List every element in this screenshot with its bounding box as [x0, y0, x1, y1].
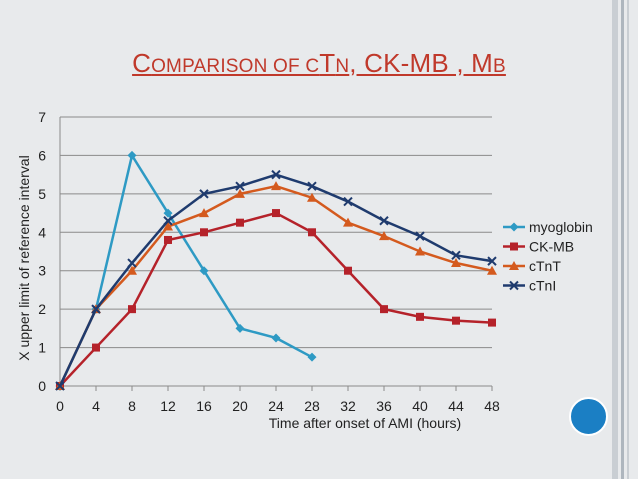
data-point-x: [127, 258, 137, 268]
data-point-diamond: [163, 208, 173, 218]
series-line-cTnI: [58, 173, 493, 387]
data-point-x: [199, 189, 209, 199]
legend-label: CK-MB: [529, 239, 574, 255]
data-point-x: [307, 181, 317, 191]
data-point-x: [55, 381, 65, 391]
x-tick-label: 0: [56, 398, 64, 414]
data-point-triangle: [379, 231, 389, 241]
decorative-circle: [569, 397, 608, 436]
data-point-triangle: [307, 192, 317, 202]
title-part-4: N: [335, 56, 350, 77]
data-point-diamond: [235, 323, 245, 333]
data-point-square: [236, 218, 244, 227]
y-tick-label: 4: [38, 224, 46, 240]
legend-label: myoglobin: [529, 219, 593, 235]
data-point-x: [509, 280, 519, 291]
x-tick-label: 48: [484, 398, 500, 414]
data-point-triangle: [127, 265, 137, 275]
title-part-2: OMPARISON OF C: [151, 56, 320, 77]
y-axis-label: X upper limit of reference interval: [16, 155, 32, 360]
x-axis-label: Time after onset of AMI (hours): [269, 415, 461, 431]
x-tick-label: 12: [160, 398, 176, 414]
data-point-diamond: [199, 266, 209, 276]
x-tick-label: 28: [304, 398, 320, 414]
series-group: [55, 150, 497, 391]
data-point-triangle: [235, 188, 245, 198]
legend-item-CK-MB: CK-MB: [503, 239, 574, 255]
data-point-x: [451, 250, 461, 261]
x-tick-label: 4: [92, 398, 100, 414]
title-part-6: B: [493, 56, 506, 77]
x-tick-label: 36: [376, 398, 392, 414]
data-point-diamond: [127, 150, 137, 160]
data-point-diamond: [271, 333, 281, 343]
x-tick-label: 16: [196, 398, 212, 414]
data-point-x: [163, 216, 173, 226]
data-point-triangle: [487, 265, 497, 275]
data-point-x: [379, 216, 389, 226]
decorative-bar: [621, 0, 624, 479]
x-tick-label: 8: [128, 398, 136, 414]
title-part-5: , CK-MB , M: [349, 48, 494, 78]
series-cTnI: [55, 169, 497, 391]
y-tick-label: 5: [38, 186, 46, 202]
data-point-x: [91, 304, 101, 314]
data-point-square: [344, 266, 352, 275]
data-point-x: [487, 256, 497, 266]
data-point-diamond: [307, 352, 317, 362]
y-tick-label: 7: [38, 109, 46, 125]
data-point-triangle: [415, 246, 425, 256]
data-point-square: [164, 235, 172, 244]
legend-label: cTnT: [529, 258, 561, 274]
data-point-x: [235, 181, 245, 191]
series-CK-MB: [56, 209, 496, 390]
data-point-triangle: [199, 208, 209, 218]
data-point-square: [200, 228, 208, 237]
decorative-bar: [627, 0, 629, 479]
legend-item-myoglobin: myoglobin: [503, 219, 593, 235]
y-tick-label: 3: [38, 263, 46, 279]
data-point-x: [415, 231, 425, 241]
data-point-triangle: [271, 181, 281, 191]
x-tick-label: 24: [268, 398, 284, 414]
legend-item-cTnT: cTnT: [503, 258, 561, 274]
data-point-diamond: [509, 222, 519, 232]
legend-label: cTnI: [529, 278, 556, 294]
data-point-square: [416, 312, 424, 321]
x-tick-label: 40: [412, 398, 428, 414]
data-point-square: [488, 318, 496, 327]
gridlines: [60, 116, 492, 349]
data-point-triangle: [509, 261, 519, 270]
data-point-x: [271, 169, 281, 180]
data-point-square: [452, 316, 460, 325]
x-tick-label: 32: [340, 398, 356, 414]
decorative-bar: [612, 0, 618, 479]
data-point-triangle: [163, 221, 173, 231]
data-point-square: [128, 305, 136, 314]
y-tick-label: 0: [38, 378, 46, 394]
title-part-3: T: [319, 48, 336, 78]
data-point-square: [380, 305, 388, 314]
series-line-myoglobin: [58, 152, 313, 387]
y-tick-label: 1: [38, 340, 46, 356]
data-point-triangle: [451, 258, 461, 268]
x-tick-label: 44: [448, 398, 464, 414]
data-point-square: [510, 242, 518, 251]
data-point-triangle: [343, 217, 353, 227]
title-part-1: C: [132, 48, 152, 78]
y-tick-label: 2: [38, 301, 46, 317]
data-point-square: [272, 209, 280, 218]
legend-item-cTnI: cTnI: [503, 278, 556, 294]
slide-title: COMPARISON OF CTN, CK-MB , MB: [0, 48, 638, 79]
data-point-x: [343, 196, 353, 207]
data-point-square: [308, 228, 316, 237]
x-tick-label: 20: [232, 398, 248, 414]
y-tick-label: 6: [38, 147, 46, 163]
legend: myoglobin CK-MB cTnT cTnI: [503, 219, 593, 294]
data-point-square: [92, 343, 100, 352]
